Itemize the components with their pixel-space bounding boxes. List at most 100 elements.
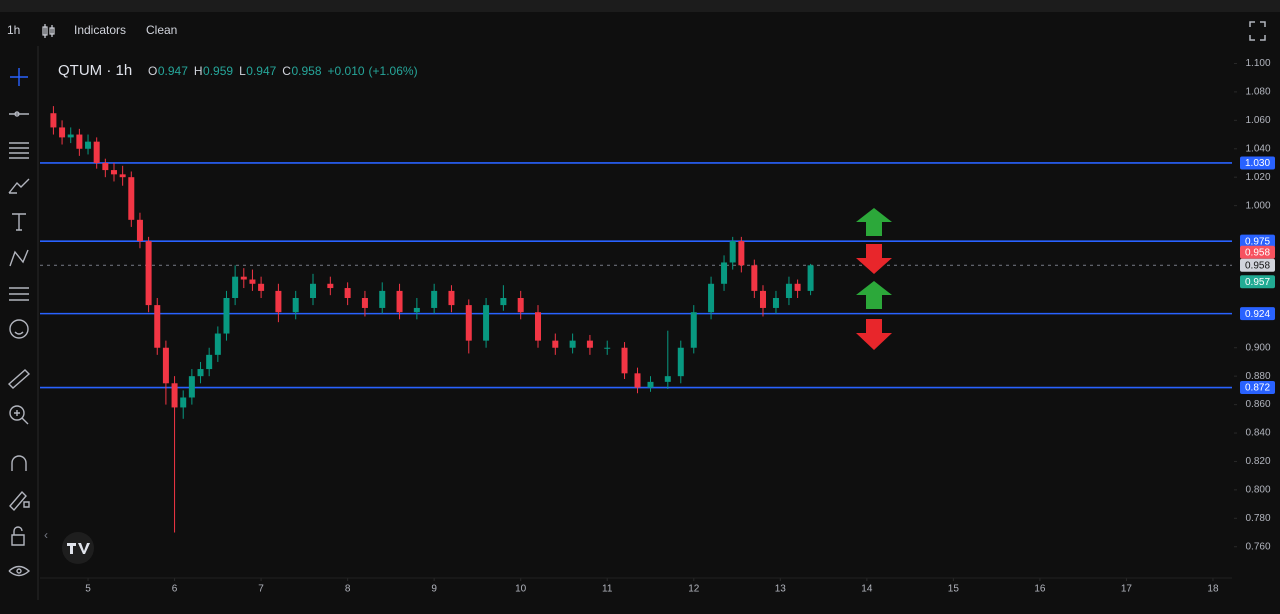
candle-body (535, 312, 542, 341)
price-marker-label: 0.958 (1245, 247, 1270, 258)
up-arrow (856, 208, 892, 236)
candle-body (171, 383, 178, 408)
candle-body (188, 376, 195, 398)
candle-body (145, 241, 152, 306)
candle-body (85, 141, 92, 149)
clean-button[interactable]: Clean (146, 23, 177, 37)
fullscreen-button[interactable] (1249, 21, 1266, 41)
tool-icon[interactable] (9, 111, 29, 117)
candle-body (292, 297, 299, 313)
plot-area (40, 62, 1237, 581)
candle-body (586, 340, 593, 348)
candle-body (647, 381, 654, 388)
legend-item: 0.947 (158, 64, 188, 78)
candle-body (751, 265, 758, 291)
x-tick-label: 8 (345, 584, 351, 595)
y-tick-label: 0.900 (1245, 342, 1270, 353)
candle-body (517, 297, 524, 313)
ohlc-legend: O 0.947 H 0.959 L 0.947 C 0.958 +0.010 (+1.06%) (148, 64, 418, 78)
legend-item: +0.010 (328, 64, 365, 78)
tool-glyph (10, 68, 28, 86)
indicators-button[interactable]: Indicators (74, 23, 126, 37)
x-tick-label: 9 (431, 584, 437, 595)
tool-icon[interactable] (11, 526, 25, 546)
tool-icon[interactable] (9, 142, 29, 159)
y-tick-label: 0.820 (1245, 456, 1270, 467)
tool-icon[interactable] (12, 213, 26, 231)
legend-item: 0.958 (291, 64, 321, 78)
tool-icon[interactable] (11, 455, 27, 471)
candle-body (634, 373, 641, 388)
level-label: 0.924 (1245, 309, 1270, 320)
x-tick-label: 13 (775, 584, 787, 595)
candle-body (93, 141, 100, 163)
x-tick-label: 7 (258, 584, 264, 595)
tool-icon[interactable] (9, 405, 29, 425)
tool-glyph (9, 287, 29, 301)
candle-body (76, 134, 83, 149)
level-label-bg (1240, 234, 1275, 248)
left-toolbar (0, 46, 38, 614)
candle-body (59, 127, 66, 138)
candle-body (361, 297, 368, 308)
tool-icon[interactable] (9, 287, 29, 301)
x-tick-label: 16 (1034, 584, 1046, 595)
candle-body (785, 283, 792, 298)
y-tick-label: 0.800 (1245, 485, 1270, 496)
y-tick-label: 1.040 (1245, 143, 1270, 154)
candle-body (258, 283, 265, 291)
legend-item: (+1.06%) (369, 64, 418, 78)
collapse-arrow[interactable]: ‹ (44, 528, 48, 542)
y-tick-label: 1.060 (1245, 115, 1270, 126)
x-tick-label: 15 (948, 584, 960, 595)
down-arrow (856, 319, 892, 350)
candle-body (197, 369, 204, 377)
candle-body (772, 297, 779, 308)
tool-glyph (9, 142, 29, 159)
candle-body (465, 305, 472, 341)
tool-glyph (11, 455, 27, 471)
level-label-bg (1240, 156, 1275, 170)
price-marker (1240, 245, 1275, 259)
tool-icon[interactable] (9, 490, 30, 512)
candle-body (708, 283, 715, 313)
x-tick-label: 12 (688, 584, 700, 595)
y-tick-label: 0.880 (1245, 371, 1270, 382)
tool-glyph (9, 405, 29, 425)
tradingview-logo[interactable] (62, 532, 94, 564)
candle-body (569, 340, 576, 348)
tool-icon[interactable] (9, 249, 29, 267)
tool-icon[interactable] (8, 565, 31, 577)
level-label: 0.975 (1245, 236, 1270, 247)
x-tick-label: 11 (602, 584, 613, 595)
symbol-title: QTUM · 1h (58, 62, 132, 79)
legend-item: H (194, 64, 203, 78)
level-label: 0.872 (1245, 383, 1270, 394)
candle-body (794, 283, 801, 291)
tool-icon[interactable] (7, 369, 31, 389)
tool-icon[interactable] (9, 319, 29, 339)
price-marker-label: 0.958 (1245, 260, 1270, 271)
candle-body (310, 283, 317, 298)
interval-button[interactable]: 1h (7, 23, 20, 37)
tool-icon[interactable] (8, 178, 30, 194)
candle-body (552, 340, 559, 348)
tool-glyph (9, 249, 29, 267)
tool-icon[interactable] (10, 68, 28, 86)
candle-body (180, 397, 187, 408)
legend-item: O (148, 64, 157, 78)
candle-body (807, 265, 814, 291)
tool-glyph (8, 565, 31, 577)
candle-body (214, 333, 221, 355)
candle-body (327, 283, 334, 289)
candle-body (729, 241, 736, 263)
legend-item: C (282, 64, 291, 78)
tool-glyph (11, 526, 25, 546)
candle-body (413, 307, 420, 313)
y-tick-label: 1.080 (1245, 87, 1270, 98)
candle-body (721, 262, 728, 284)
chart-type-button[interactable] (42, 24, 55, 38)
level-label-bg (1240, 307, 1275, 321)
level-label: 1.030 (1245, 158, 1270, 169)
